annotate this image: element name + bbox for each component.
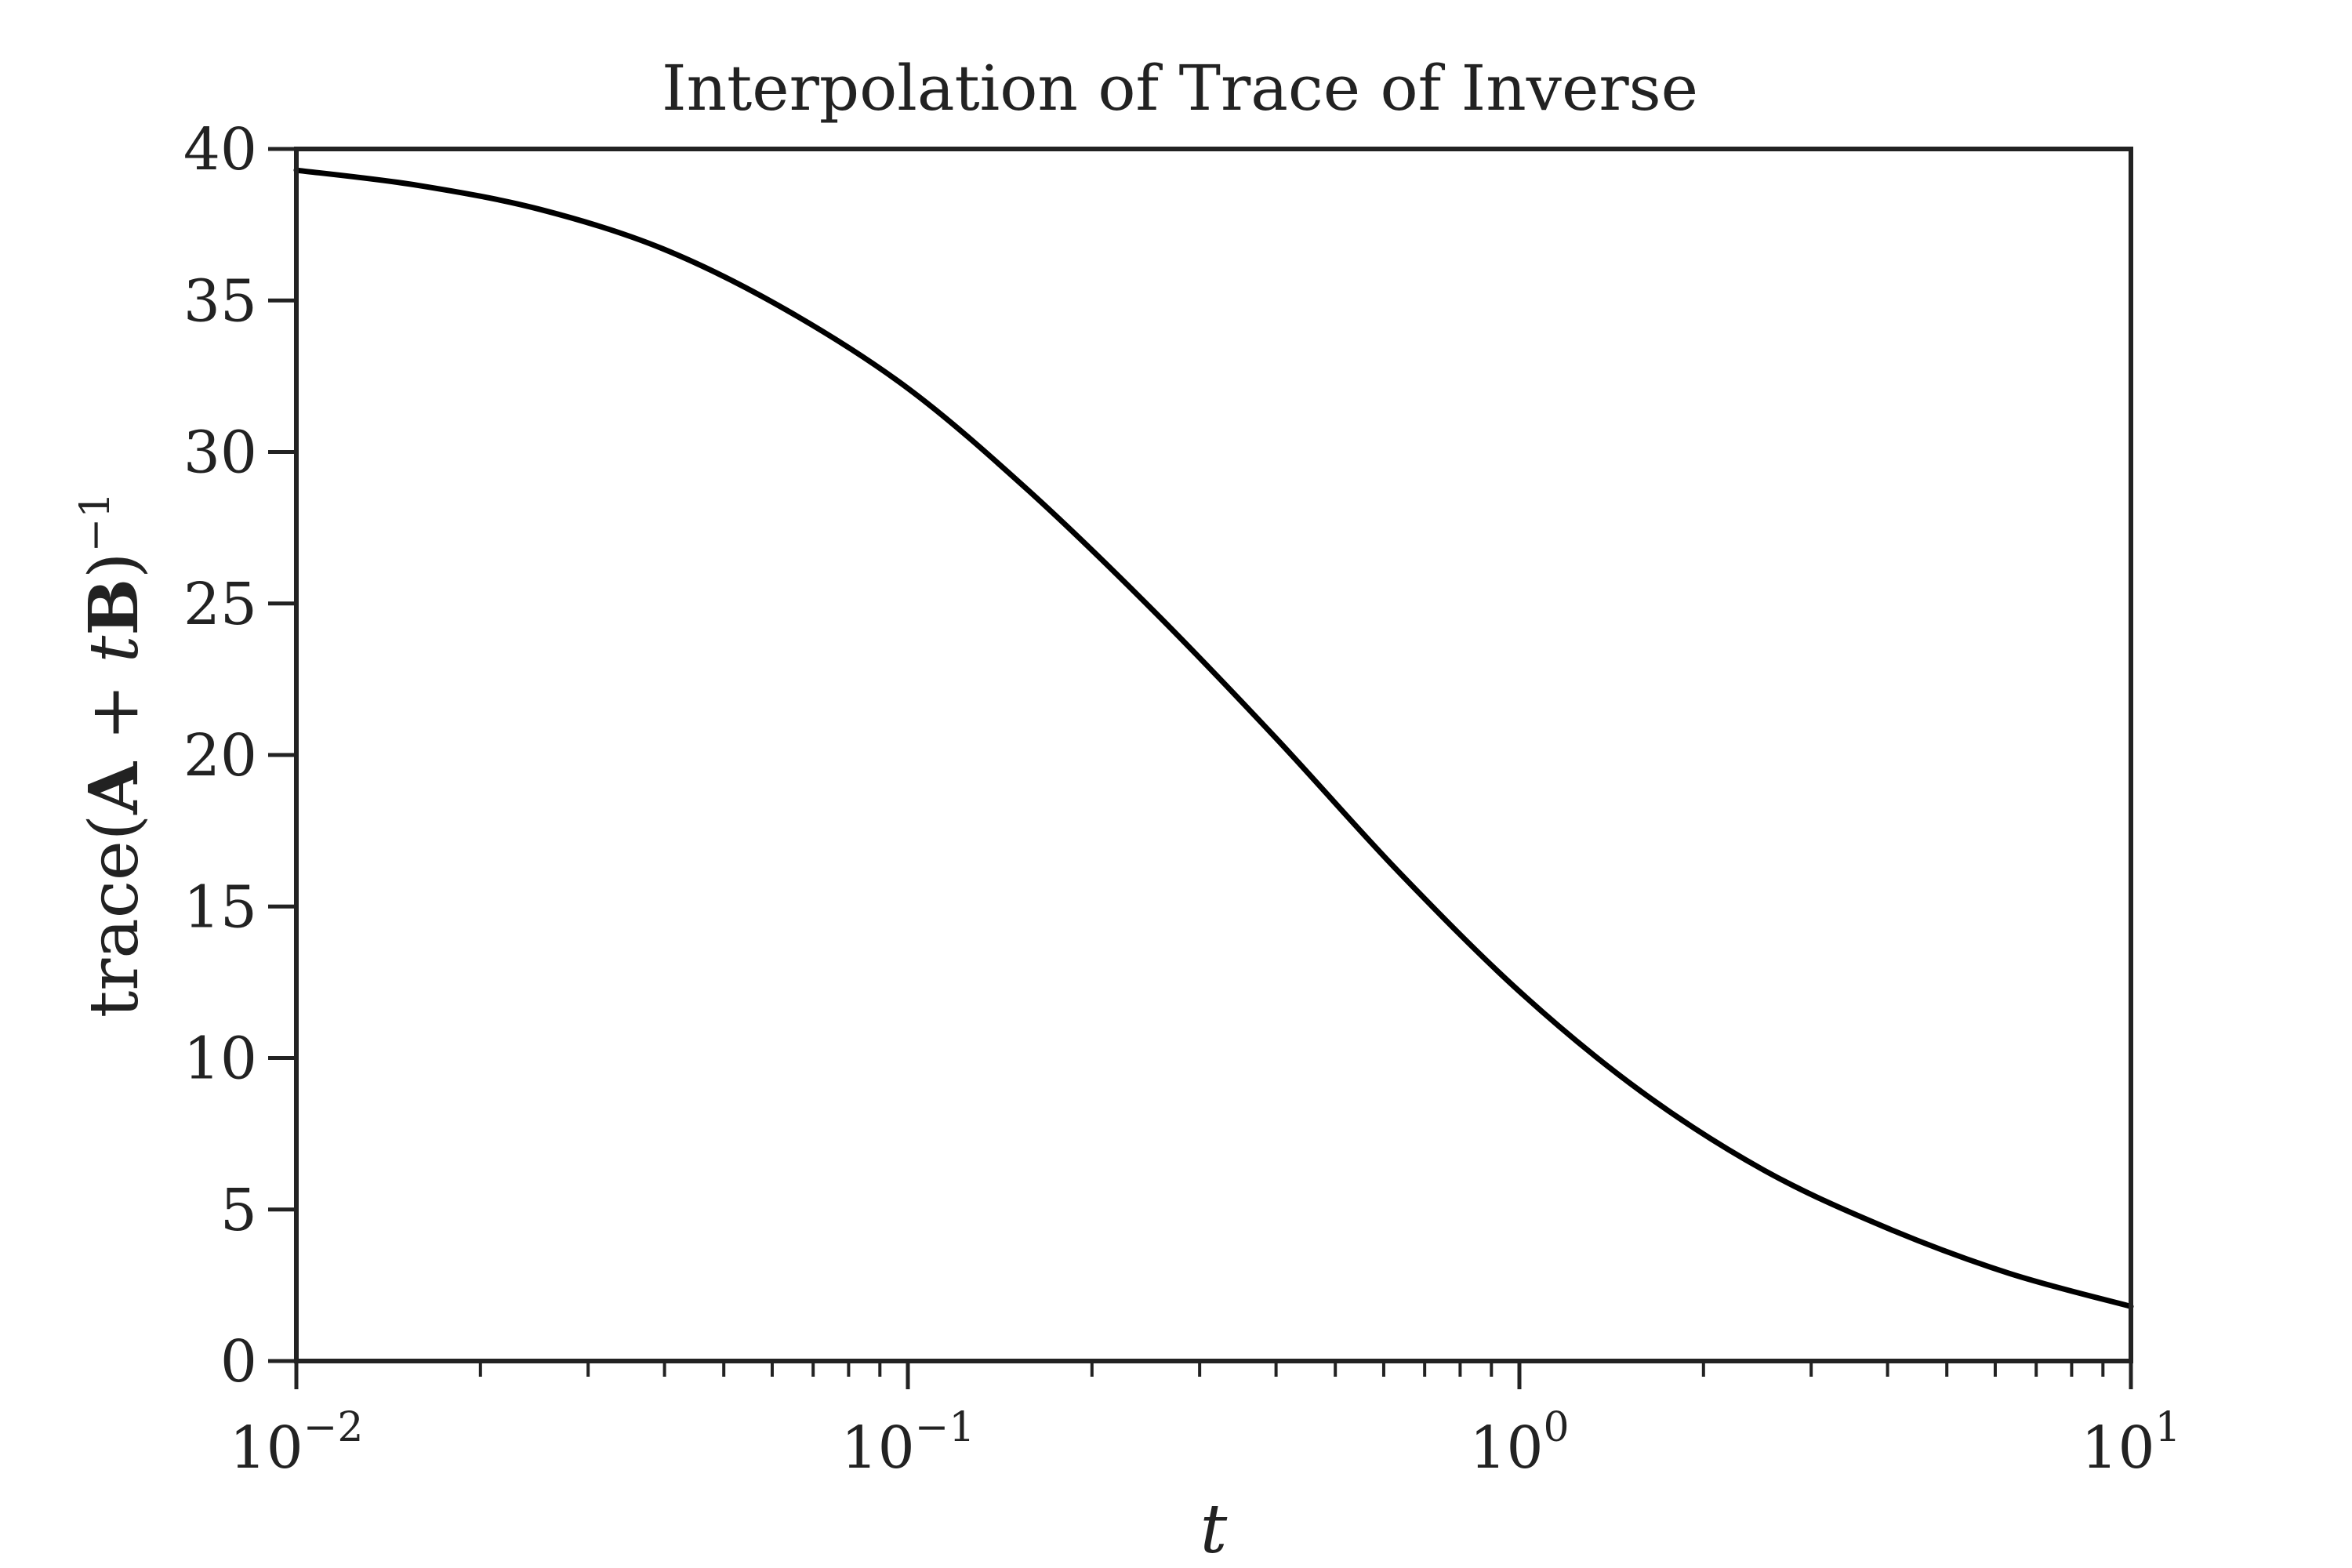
y-tick-label: 5 [220,1177,257,1244]
x-axis-ticks: 10−2 10−1 100 101 [230,1361,2181,1482]
y-tick-label: 25 [183,571,257,638]
x-tick-label: 10−2 [230,1404,364,1482]
y-axis-label-t: t [75,635,154,662]
y-axis-label-close: ) [75,552,154,579]
x-tick-label: 101 [2081,1404,2180,1482]
y-axis-label-matrix-b: B [74,579,154,636]
plot-area-frame [294,147,2133,1363]
y-tick-label: 40 [183,116,257,183]
y-axis-label-plus: + [75,662,154,762]
series-line [293,167,2134,1309]
y-tick-label: 20 [183,722,257,789]
y-axis-ticks: 0 5 10 15 20 25 30 35 40 [183,116,296,1396]
y-axis-label-matrix-a: A [74,761,154,815]
y-tick-label: 35 [183,267,257,335]
y-tick-label: 15 [183,873,257,941]
y-tick-label: 30 [183,419,257,487]
y-axis-label: trace(A + tB)−1 [72,492,154,1018]
x-tick-label: 10−1 [841,1404,975,1482]
y-tick-label: 10 [183,1025,257,1093]
x-axis-label: t [1200,1490,1228,1568]
y-axis-label-exponent: −1 [72,492,119,553]
chart-title: Interpolation of Trace of Inverse [662,52,1698,125]
y-tick-label: 0 [220,1328,257,1396]
y-axis-label-prefix: trace( [75,815,154,1018]
x-tick-label: 100 [1469,1404,1569,1482]
